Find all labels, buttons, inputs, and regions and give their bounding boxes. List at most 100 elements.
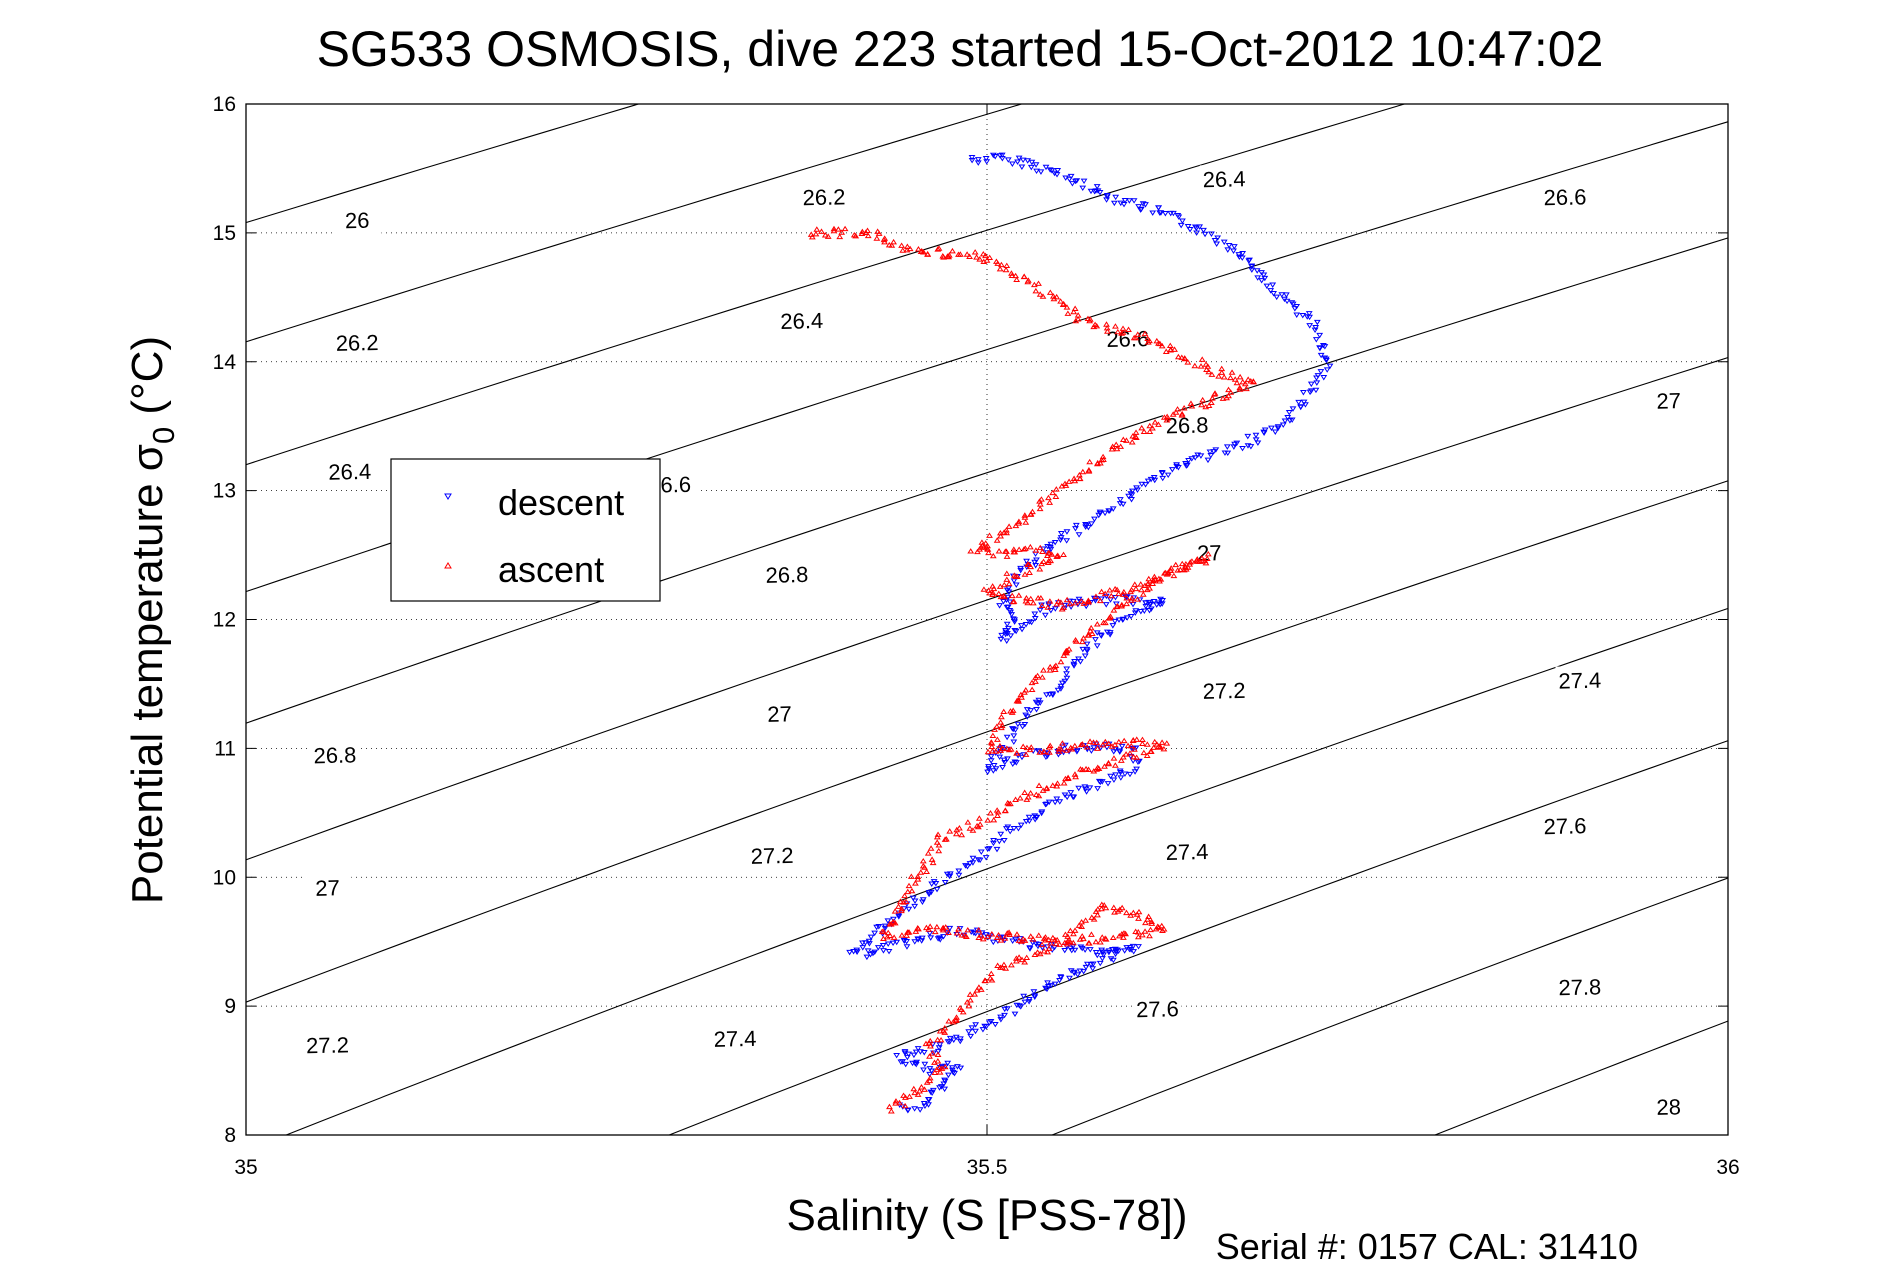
ascent-point [1034, 672, 1041, 679]
contour-label: 27.2 [303, 1030, 352, 1060]
descent-point [1196, 224, 1204, 230]
descent-point [1131, 610, 1139, 616]
ascent-point [1066, 927, 1074, 934]
descent-point [1073, 178, 1081, 184]
ascent-point [887, 1108, 895, 1114]
descent-point [1022, 622, 1030, 628]
ascent-point [902, 898, 910, 905]
ascent-point [1239, 378, 1247, 385]
descent-point [1083, 745, 1091, 752]
ascent-point [953, 930, 961, 936]
descent-point [933, 886, 941, 893]
ascent-point [1117, 757, 1125, 763]
descent-point [1157, 210, 1165, 216]
descent-point [987, 1019, 995, 1025]
ascent-point [1024, 277, 1032, 283]
descent-point [1042, 164, 1050, 171]
descent-point [1081, 947, 1089, 953]
descent-point [1323, 367, 1331, 373]
descent-point [899, 1104, 907, 1110]
ascent-point [1046, 742, 1054, 749]
descent-point [1225, 243, 1233, 249]
density-contour [246, 356, 1728, 861]
ascent-point [903, 932, 911, 938]
ascent-point [922, 1040, 930, 1047]
ascent-point [895, 903, 902, 909]
descent-point [1046, 544, 1054, 551]
ascent-point [1003, 570, 1011, 576]
descent-point [1316, 345, 1323, 351]
ascent-point [1145, 913, 1152, 919]
descent-point [1260, 272, 1268, 278]
ascent-point [1129, 909, 1137, 916]
descent-point [945, 1072, 952, 1079]
descent-point [1164, 472, 1172, 479]
ascent-point [1144, 335, 1152, 342]
descent-point [1302, 402, 1309, 408]
ascent-point [1018, 694, 1025, 700]
contour-label-text: 27.6 [1136, 996, 1179, 1022]
ascent-point [1027, 744, 1035, 750]
ascent-point [1049, 934, 1057, 941]
ascent-point [1088, 630, 1096, 636]
descent-point [973, 927, 981, 934]
ascent-point [1021, 958, 1029, 965]
ascent-point [808, 233, 816, 240]
ascent-point [1111, 909, 1118, 915]
descent-point [1206, 449, 1214, 455]
descent-point [1274, 424, 1282, 430]
ascent-point [1090, 739, 1097, 745]
descent-point [881, 925, 889, 932]
ascent-point [1160, 926, 1168, 932]
descent-point [991, 1021, 999, 1028]
descent-point [1030, 989, 1038, 995]
descent-point [1134, 487, 1141, 493]
ascent-point [1049, 489, 1057, 496]
ascent-point [1024, 599, 1032, 606]
ascent-point [953, 826, 961, 833]
descent-point [997, 636, 1005, 643]
ascent-point [1105, 615, 1113, 621]
ascent-point [1223, 394, 1230, 401]
descent-point [1066, 176, 1073, 183]
descent-point [901, 1050, 909, 1056]
ascent-point [1000, 708, 1008, 715]
descent-point [992, 766, 1000, 772]
x-axis-label: Salinity (S [PSS-78]) [786, 1191, 1187, 1240]
contour-label: 6.6 [651, 469, 701, 499]
ascent-point [1119, 934, 1127, 940]
ascent-point [1094, 906, 1102, 912]
ascent-point [1219, 395, 1227, 401]
ascent-point [1006, 931, 1013, 938]
ascent-point [1005, 800, 1013, 807]
ascent-point [1145, 580, 1152, 586]
ascent-point [899, 247, 907, 253]
contour-label-text: 27.2 [306, 1032, 349, 1058]
descent-point [955, 872, 963, 879]
ascent-point [875, 230, 883, 236]
ascent-point [996, 742, 1004, 749]
descent-point [1046, 167, 1054, 173]
descent-point [1105, 949, 1113, 956]
ascent-point [1039, 548, 1046, 554]
ascent-point [1132, 429, 1140, 435]
ascent-point [990, 585, 998, 592]
ascent-point [1063, 304, 1071, 310]
descent-point [1150, 475, 1158, 481]
ascent-point [923, 1079, 931, 1085]
ascent-point [997, 719, 1005, 725]
ascent-point [1149, 577, 1157, 584]
ascent-point [1002, 527, 1010, 533]
contour-label: 27.4 [1555, 665, 1605, 695]
descent-point [1004, 756, 1011, 762]
ascent-point [918, 247, 926, 254]
ascent-point [1147, 926, 1154, 933]
ascent-point [1001, 935, 1009, 941]
descent-point [1000, 838, 1008, 844]
ascent-point [1098, 905, 1105, 912]
descent-point [1109, 957, 1117, 964]
descent-point [1027, 708, 1035, 714]
ascent-point [995, 548, 1003, 554]
descent-point [1112, 949, 1120, 955]
ascent-point [935, 847, 943, 854]
